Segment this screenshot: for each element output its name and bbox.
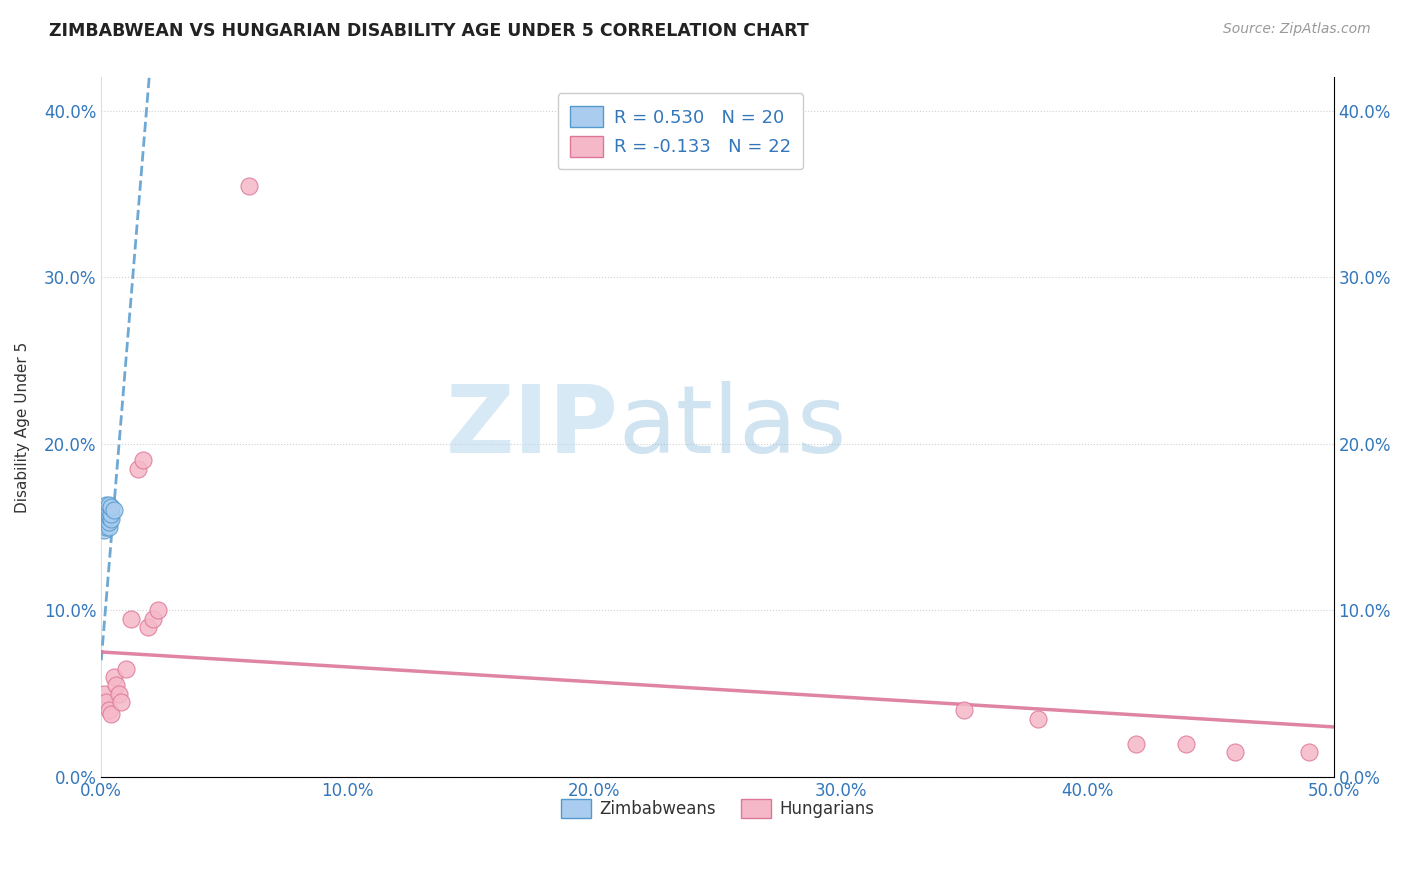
Point (96, 515, 118, 529)
Point (93, 687, 115, 701)
Point (136, 620, 159, 634)
Point (1026, 712, 1049, 726)
Point (120, 612, 142, 626)
Point (97, 503, 120, 517)
Point (97, 507, 120, 521)
Point (97, 515, 120, 529)
Text: ZIMBABWEAN VS HUNGARIAN DISABILITY AGE UNDER 5 CORRELATION CHART: ZIMBABWEAN VS HUNGARIAN DISABILITY AGE U… (49, 22, 808, 40)
Point (97, 520, 120, 534)
Point (93, 516, 115, 531)
Point (97, 510, 120, 524)
Y-axis label: Disability Age Under 5: Disability Age Under 5 (15, 342, 30, 513)
Point (93, 508, 115, 523)
Point (100, 500, 122, 514)
Point (132, 453, 155, 467)
Point (96, 503, 118, 517)
Point (103, 503, 125, 517)
Point (93, 512, 115, 526)
Point (146, 603, 169, 617)
Text: ZIP: ZIP (446, 381, 619, 473)
Point (1125, 737, 1147, 751)
Point (103, 670, 125, 684)
Point (1223, 745, 1246, 759)
Text: Source: ZipAtlas.com: Source: ZipAtlas.com (1223, 22, 1371, 37)
Point (100, 706, 122, 721)
Point (127, 462, 149, 476)
Point (97, 703, 120, 717)
Point (110, 695, 132, 709)
Point (107, 687, 129, 701)
Point (1298, 745, 1320, 759)
Point (100, 507, 122, 521)
Point (953, 703, 976, 717)
Point (238, 178, 260, 193)
Legend: Zimbabweans, Hungarians: Zimbabweans, Hungarians (554, 792, 880, 824)
Point (96, 512, 118, 526)
Point (96, 695, 118, 709)
Point (105, 678, 128, 692)
Point (96, 499, 118, 513)
Point (115, 662, 138, 676)
Point (96, 520, 118, 534)
Text: atlas: atlas (619, 381, 846, 473)
Point (1174, 737, 1197, 751)
Point (100, 512, 122, 526)
Point (142, 612, 165, 626)
Point (97, 499, 120, 513)
Point (93, 524, 115, 538)
Point (96, 507, 118, 521)
